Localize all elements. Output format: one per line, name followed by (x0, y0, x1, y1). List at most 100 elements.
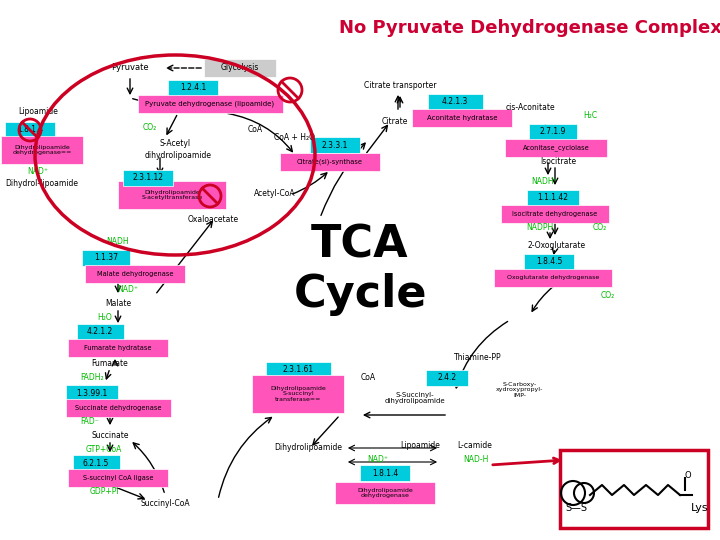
FancyBboxPatch shape (1, 136, 83, 164)
Text: Malate dehydrogenase: Malate dehydrogenase (96, 271, 174, 277)
FancyBboxPatch shape (5, 122, 55, 138)
Text: Acetyl-CoA: Acetyl-CoA (254, 188, 296, 198)
Text: Dihydrolipoamide
dehydrogenase: Dihydrolipoamide dehydrogenase (357, 488, 413, 498)
Text: 1.8.4.5: 1.8.4.5 (536, 258, 562, 267)
FancyBboxPatch shape (168, 80, 218, 96)
Text: FAD⁻: FAD⁻ (81, 417, 99, 427)
FancyBboxPatch shape (118, 181, 226, 209)
FancyBboxPatch shape (426, 370, 468, 386)
Text: FADH₂: FADH₂ (80, 374, 104, 382)
Text: 1.8.1.4: 1.8.1.4 (17, 125, 43, 134)
FancyBboxPatch shape (68, 469, 168, 487)
Text: dihydrolipoamide: dihydrolipoamide (145, 151, 212, 159)
FancyBboxPatch shape (138, 95, 282, 113)
Text: Glycolysis: Glycolysis (221, 64, 259, 72)
Text: Isocitrate dehydrogenase: Isocitrate dehydrogenase (513, 211, 598, 217)
Text: Thiamine-PP: Thiamine-PP (454, 354, 502, 362)
Text: Dihydrolipoamide: Dihydrolipoamide (274, 443, 342, 453)
Text: 6.2.1.5: 6.2.1.5 (83, 458, 109, 468)
Text: Isocitrate: Isocitrate (540, 158, 576, 166)
Text: Pyruvate dehydrogenase (lipoamide): Pyruvate dehydrogenase (lipoamide) (145, 101, 274, 107)
Text: NAD-H: NAD-H (463, 456, 489, 464)
Text: NADH⁺: NADH⁺ (531, 178, 559, 186)
Text: H₂C: H₂C (583, 111, 597, 119)
FancyBboxPatch shape (123, 170, 173, 186)
Text: 2.4.2: 2.4.2 (438, 374, 456, 382)
Text: 1.1.37: 1.1.37 (94, 253, 118, 262)
Text: Fumarate: Fumarate (91, 359, 128, 368)
FancyBboxPatch shape (204, 59, 276, 77)
FancyBboxPatch shape (335, 482, 435, 504)
Text: Lipoamide: Lipoamide (18, 107, 58, 117)
Text: 2-Oxoglutarate: 2-Oxoglutarate (528, 240, 586, 249)
Text: Citrate: Citrate (382, 118, 408, 126)
Text: 4.2.1.2: 4.2.1.2 (87, 327, 113, 336)
Text: Succinyl-CoA: Succinyl-CoA (140, 498, 190, 508)
Text: Citrate(si)-synthase: Citrate(si)-synthase (297, 159, 363, 165)
Text: CO₂: CO₂ (143, 124, 157, 132)
Text: 1.2.4.1: 1.2.4.1 (180, 84, 206, 92)
Text: Succinate dehydrogenase: Succinate dehydrogenase (75, 405, 161, 411)
Text: Lipoamide: Lipoamide (400, 441, 440, 449)
FancyBboxPatch shape (501, 205, 609, 223)
Text: Dihydrolipoamide
S-succinyl
transferase==: Dihydrolipoamide S-succinyl transferase=… (270, 386, 326, 402)
FancyBboxPatch shape (252, 375, 344, 413)
FancyBboxPatch shape (527, 190, 579, 206)
FancyBboxPatch shape (280, 153, 380, 171)
Text: S—S: S—S (565, 503, 587, 513)
FancyBboxPatch shape (266, 362, 330, 378)
Text: 1.8.1.4: 1.8.1.4 (372, 469, 398, 477)
Text: NADPH: NADPH (526, 224, 554, 233)
FancyBboxPatch shape (412, 109, 512, 127)
Text: 2.3.3.1: 2.3.3.1 (322, 140, 348, 150)
Text: TCA
Cycle: TCA Cycle (293, 224, 427, 316)
Text: 2.3.1.12: 2.3.1.12 (132, 173, 163, 183)
Text: NADH: NADH (107, 238, 130, 246)
Text: Citrate transporter: Citrate transporter (364, 80, 436, 90)
Text: GTP+CoA: GTP+CoA (86, 446, 122, 455)
Text: S-succinyl CoA ligase: S-succinyl CoA ligase (83, 475, 153, 481)
FancyBboxPatch shape (428, 94, 482, 110)
Text: Oxaloacetate: Oxaloacetate (187, 215, 238, 225)
FancyBboxPatch shape (494, 269, 612, 287)
Text: Succinate: Succinate (91, 430, 129, 440)
Text: 2.7.1.9: 2.7.1.9 (540, 127, 566, 137)
FancyBboxPatch shape (560, 450, 708, 528)
Text: O: O (685, 470, 691, 480)
Text: Aconitate hydratase: Aconitate hydratase (427, 115, 498, 121)
Text: 1.3.99.1: 1.3.99.1 (76, 388, 107, 397)
FancyBboxPatch shape (360, 465, 410, 481)
Text: Malate: Malate (105, 299, 131, 307)
Text: cis-Aconitate: cis-Aconitate (505, 104, 555, 112)
Text: CO₂: CO₂ (601, 291, 615, 300)
FancyBboxPatch shape (82, 250, 130, 266)
FancyBboxPatch shape (76, 324, 124, 340)
Text: Dihydrolipoamide
dehydrogenase==: Dihydrolipoamide dehydrogenase== (12, 145, 72, 156)
FancyBboxPatch shape (85, 265, 185, 283)
Text: S-Carboxy-
xydroxypropyI-
IMP-: S-Carboxy- xydroxypropyI- IMP- (496, 382, 544, 399)
FancyBboxPatch shape (505, 139, 607, 157)
FancyBboxPatch shape (73, 455, 120, 471)
Text: Dihydrolipoamide
S-acetyltransferase: Dihydrolipoamide S-acetyltransferase (141, 190, 202, 200)
FancyBboxPatch shape (66, 399, 171, 417)
FancyBboxPatch shape (310, 137, 360, 153)
FancyBboxPatch shape (529, 124, 577, 140)
Text: 2.3.1.61: 2.3.1.61 (282, 366, 314, 375)
FancyBboxPatch shape (68, 339, 168, 357)
Text: Oxoglutarate dehydrogenase: Oxoglutarate dehydrogenase (507, 275, 599, 280)
Text: Dihydrol-lipoamide: Dihydrol-lipoamide (6, 179, 78, 187)
Text: No Pyruvate Dehydrogenase Complex: No Pyruvate Dehydrogenase Complex (338, 19, 720, 37)
Text: NAD⁺: NAD⁺ (367, 456, 389, 464)
FancyBboxPatch shape (66, 385, 118, 401)
Text: S-Acetyl: S-Acetyl (159, 138, 191, 147)
Text: NAD⁺: NAD⁺ (117, 286, 138, 294)
Text: H₂O: H₂O (98, 314, 112, 322)
Text: Aconitase_cyclolase: Aconitase_cyclolase (523, 145, 590, 151)
Text: L-camide: L-camide (458, 441, 492, 449)
Text: S-Succinyl-
dihydrolipoamide: S-Succinyl- dihydrolipoamide (384, 392, 445, 404)
FancyBboxPatch shape (524, 254, 574, 270)
Text: NAD⁺: NAD⁺ (27, 167, 48, 177)
Text: Fumarate hydratase: Fumarate hydratase (84, 345, 152, 351)
Text: Pyruvate: Pyruvate (111, 64, 149, 72)
Text: CoA: CoA (361, 374, 376, 382)
